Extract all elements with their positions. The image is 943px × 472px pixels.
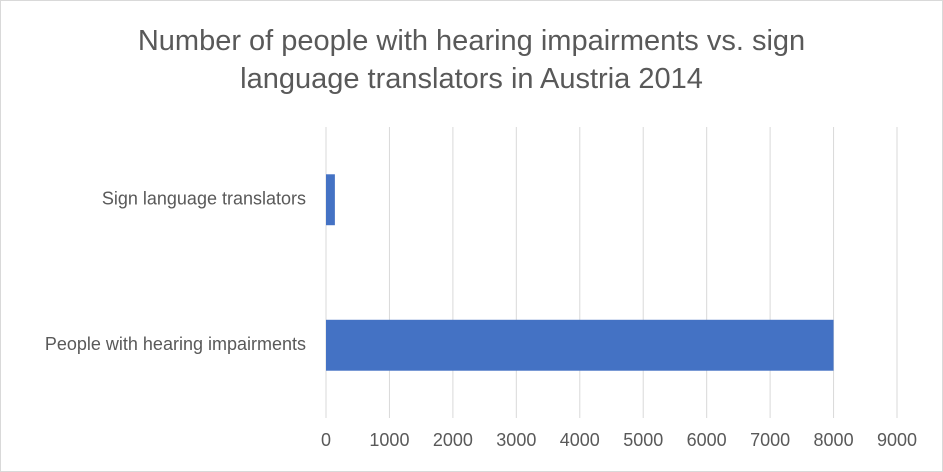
x-tick-label: 2000 [433, 430, 473, 450]
x-tick-label: 3000 [496, 430, 536, 450]
x-tick-label: 5000 [623, 430, 663, 450]
x-tick-label: 7000 [750, 430, 790, 450]
x-tick-label: 6000 [687, 430, 727, 450]
chart-title: Number of people with hearing impairment… [137, 25, 806, 95]
x-tick-label: 0 [321, 430, 331, 450]
y-tick-label: People with hearing impairments [45, 334, 306, 354]
x-tick-label: 1000 [369, 430, 409, 450]
x-tick-label: 8000 [814, 430, 854, 450]
bar [326, 319, 834, 371]
bar [326, 174, 335, 226]
y-tick-label: Sign language translators [102, 189, 306, 209]
x-tick-label: 9000 [877, 430, 917, 450]
x-tick-label: 4000 [560, 430, 600, 450]
